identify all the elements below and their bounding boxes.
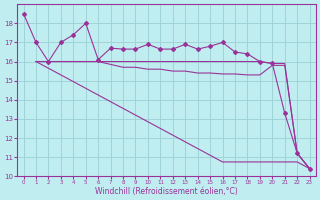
X-axis label: Windchill (Refroidissement éolien,°C): Windchill (Refroidissement éolien,°C) xyxy=(95,187,238,196)
